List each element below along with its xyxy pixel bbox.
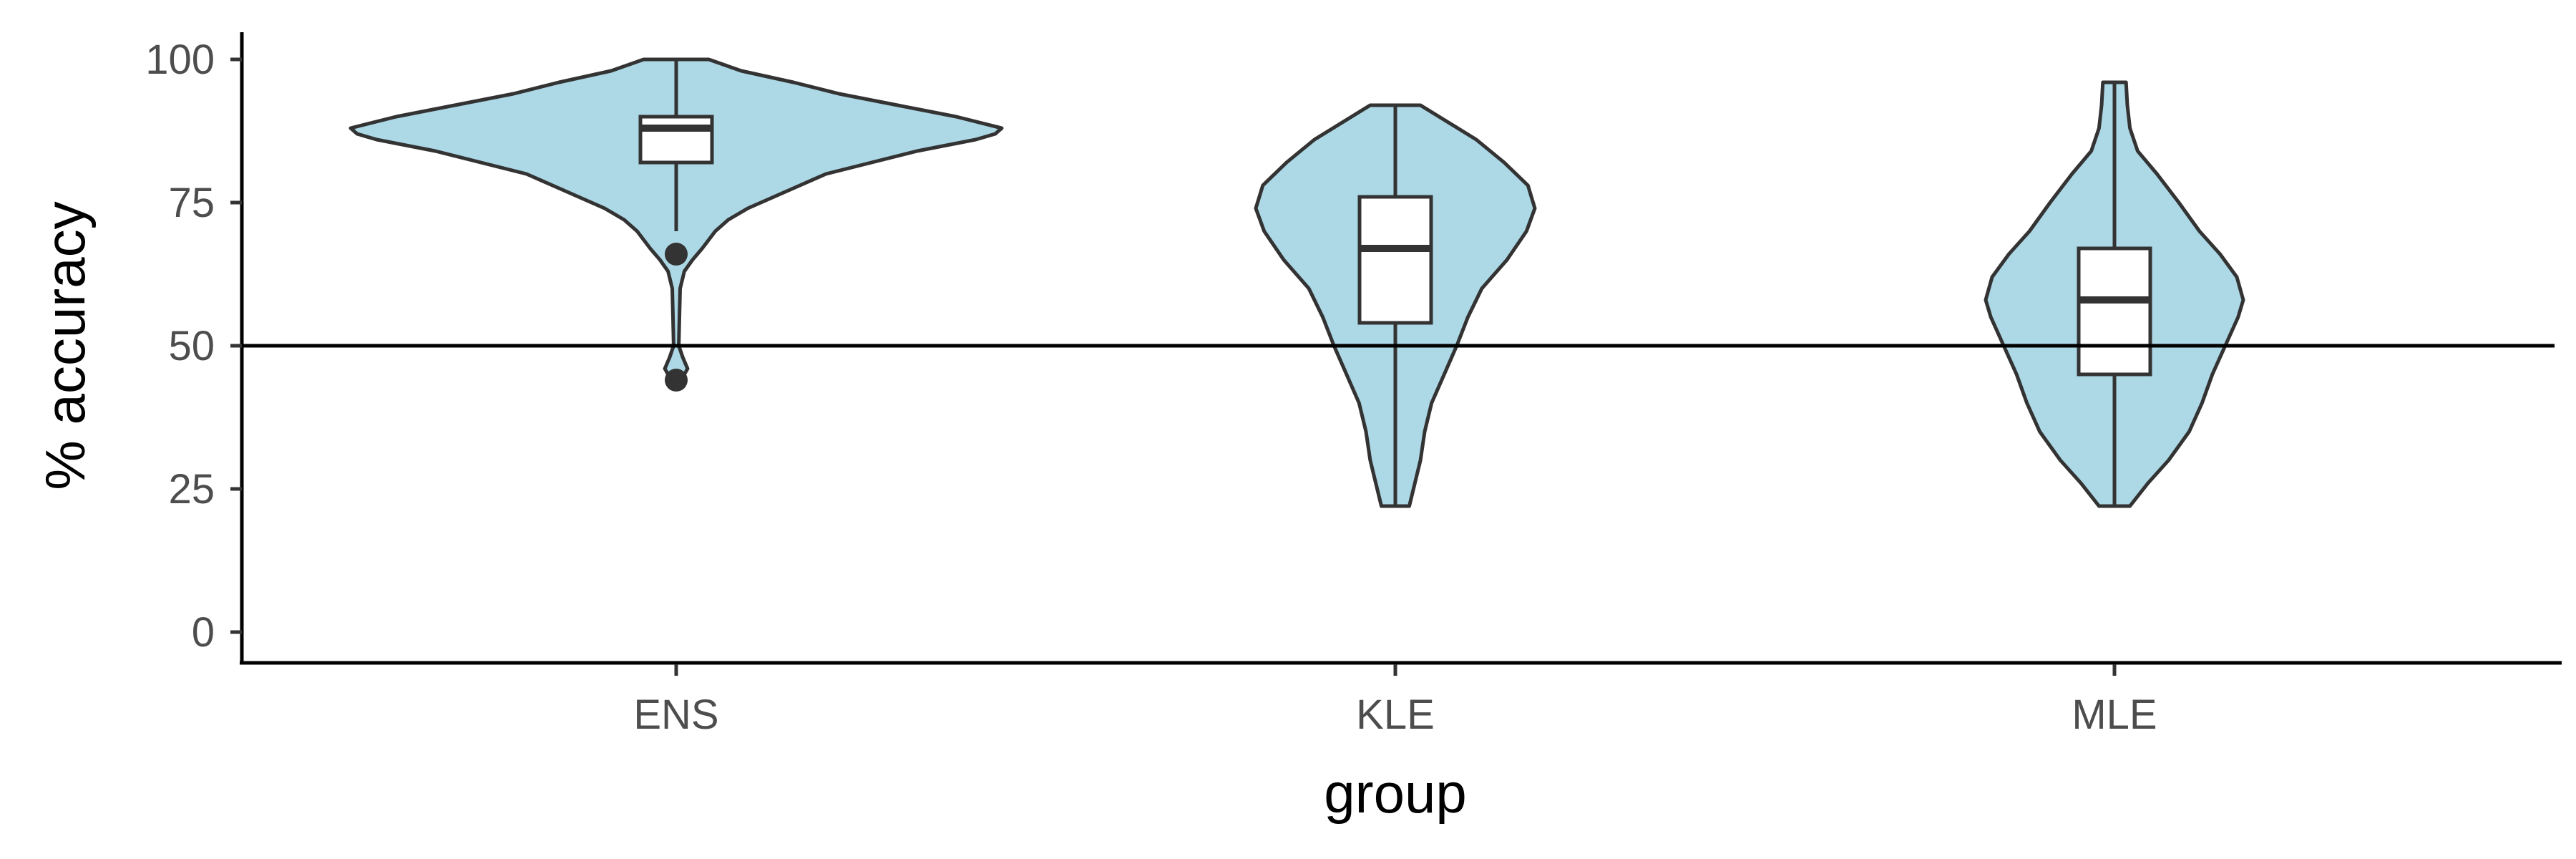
y-axis-ticks: 0 25 50 75 100: [145, 37, 242, 656]
box-iqr: [638, 115, 714, 165]
x-axis-title: group: [1324, 762, 1467, 825]
violin-layer: [348, 57, 2245, 508]
outlier-point: [665, 369, 688, 392]
y-tick-label: 0: [192, 609, 215, 656]
y-tick-label: 25: [168, 466, 215, 513]
x-tick-label: MLE: [2072, 691, 2157, 738]
box-iqr: [1357, 195, 1433, 325]
y-axis-title: % accuracy: [34, 201, 97, 490]
x-axis-ticks: ENS KLE MLE: [633, 664, 2157, 738]
violin-group-mle: [1984, 80, 2245, 508]
x-tick-label: ENS: [633, 691, 718, 738]
y-tick-label: 50: [168, 323, 215, 369]
outlier-point: [665, 243, 688, 266]
y-tick-label: 100: [145, 37, 215, 83]
x-tick-label: KLE: [1356, 691, 1435, 738]
y-tick-label: 75: [168, 180, 215, 226]
violin-group-kle: [1254, 103, 1537, 508]
box-iqr: [2077, 246, 2152, 377]
violin-group-ens: [348, 57, 1004, 392]
